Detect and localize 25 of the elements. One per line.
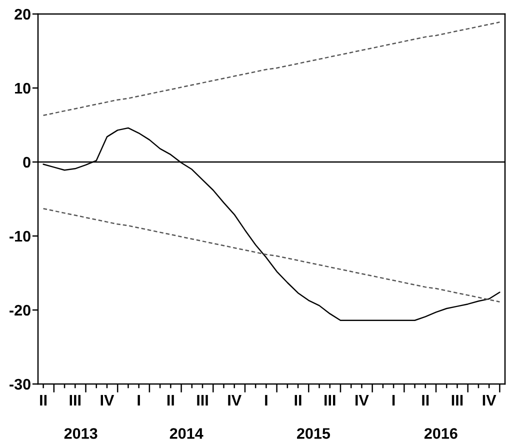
y-tick-label: -20 bbox=[10, 304, 30, 316]
y-tick-label: 10 bbox=[15, 82, 30, 94]
x-tick-label: II bbox=[167, 394, 174, 406]
x-tick-label: II bbox=[40, 394, 47, 406]
y-tick-label: -30 bbox=[10, 378, 30, 390]
x-tick-label: II bbox=[294, 394, 302, 406]
x2-tick-label: 2015 bbox=[297, 428, 330, 439]
x-tick-label: I bbox=[265, 394, 268, 406]
x-tick-label: IV bbox=[100, 394, 114, 406]
y-tick-label: 0 bbox=[23, 156, 30, 168]
x-tick-label: III bbox=[197, 394, 208, 406]
x-tick-label: II bbox=[422, 394, 429, 406]
x-tick-label: IV bbox=[228, 394, 242, 406]
y-tick-label: -10 bbox=[10, 230, 30, 242]
x-tick-label: III bbox=[452, 394, 463, 406]
x2-tick-label: 2013 bbox=[64, 428, 98, 439]
x-tick-label: IV bbox=[482, 394, 496, 406]
x-tick-label: I bbox=[138, 394, 140, 406]
x2-tick-label: 2016 bbox=[424, 428, 458, 439]
x-tick-label: III bbox=[70, 394, 80, 406]
x-tick-label: IV bbox=[356, 394, 369, 406]
y-tick-label: 20 bbox=[14, 8, 30, 20]
x-tick-label: I bbox=[392, 394, 395, 406]
x2-tick-label: 2014 bbox=[170, 428, 204, 439]
x-tick-label: III bbox=[324, 394, 336, 406]
